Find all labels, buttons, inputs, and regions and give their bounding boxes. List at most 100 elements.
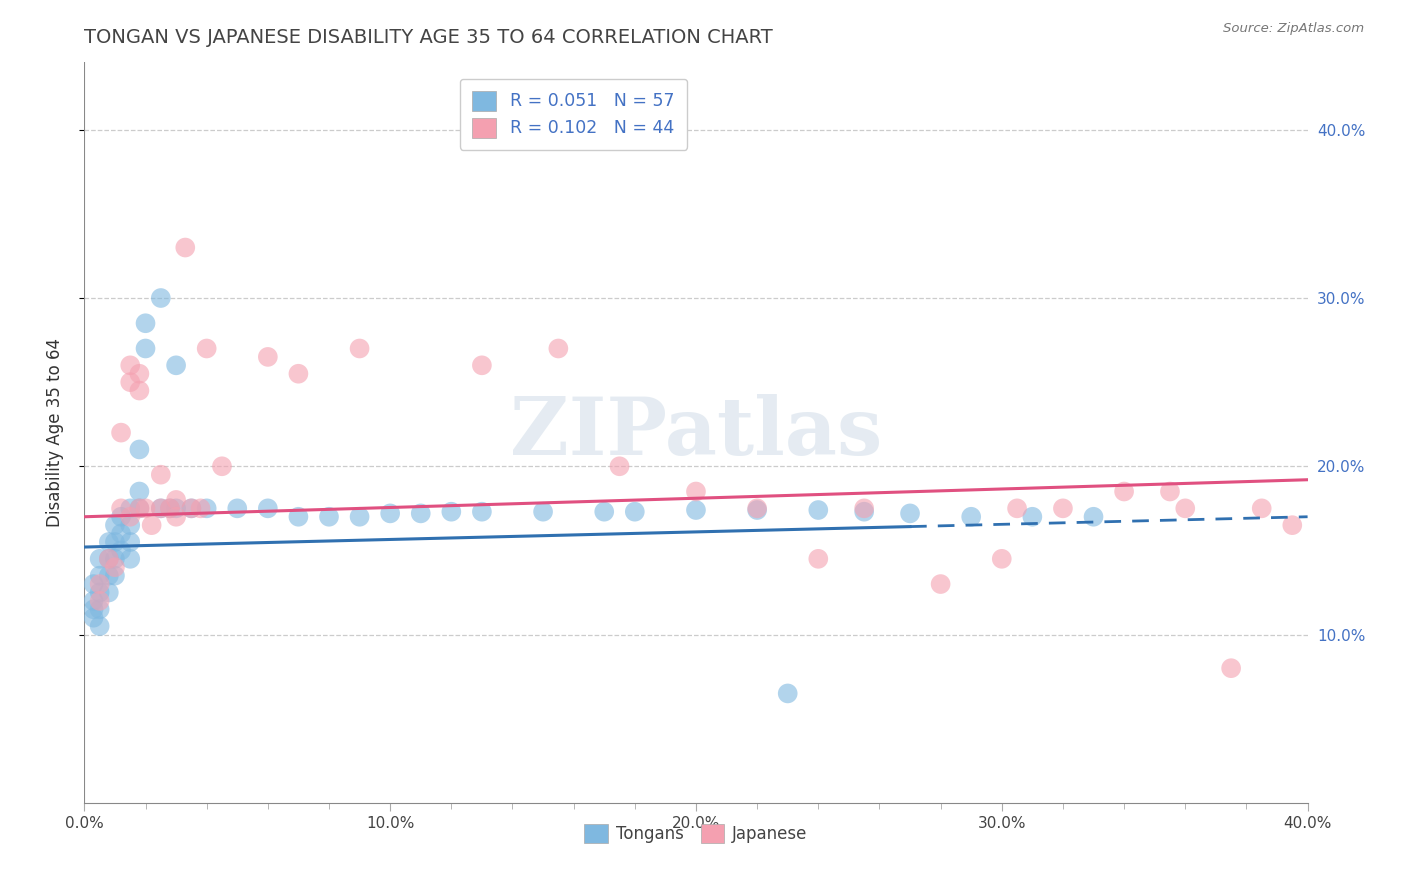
Point [120, 518, 142, 533]
Point [1220, 661, 1243, 675]
Point [104, 551, 127, 566]
Point [807, 551, 830, 566]
Point [97, 585, 120, 599]
Point [1021, 509, 1043, 524]
Point [471, 359, 494, 373]
Point [180, 501, 202, 516]
Point [593, 505, 616, 519]
Point [624, 505, 647, 519]
Point [165, 492, 187, 507]
Point [128, 501, 150, 516]
Point [807, 503, 830, 517]
Text: Source: ZipAtlas.com: Source: ZipAtlas.com [1223, 22, 1364, 36]
Point [174, 240, 197, 255]
Point [1281, 518, 1303, 533]
Point [853, 505, 876, 519]
Point [89, 577, 111, 591]
Point [89, 594, 111, 608]
Point [531, 505, 554, 519]
Point [929, 577, 952, 591]
Point [287, 509, 309, 524]
Point [180, 501, 202, 516]
Point [110, 509, 132, 524]
Point [83, 577, 105, 591]
Point [149, 467, 172, 482]
Point [120, 535, 142, 549]
Point [195, 501, 218, 516]
Point [135, 316, 157, 330]
Point [165, 501, 187, 516]
Point [89, 568, 111, 582]
Point [1250, 501, 1272, 516]
Point [1005, 501, 1028, 516]
Point [120, 551, 142, 566]
Point [159, 501, 181, 516]
Point [110, 526, 132, 541]
Point [89, 619, 111, 633]
Point [110, 543, 132, 558]
Point [257, 350, 280, 364]
Point [409, 507, 432, 521]
Point [89, 551, 111, 566]
Point [97, 551, 120, 566]
Point [149, 291, 172, 305]
Point [349, 509, 371, 524]
Point [89, 602, 111, 616]
Legend: Tongans, Japanese: Tongans, Japanese [578, 817, 814, 850]
Point [685, 484, 707, 499]
Point [149, 501, 172, 516]
Point [349, 342, 371, 356]
Point [83, 602, 105, 616]
Point [609, 459, 631, 474]
Point [685, 503, 707, 517]
Point [104, 560, 127, 574]
Point [83, 610, 105, 624]
Text: TONGAN VS JAPANESE DISABILITY AGE 35 TO 64 CORRELATION CHART: TONGAN VS JAPANESE DISABILITY AGE 35 TO … [84, 28, 773, 47]
Point [135, 342, 157, 356]
Point [141, 518, 163, 533]
Text: ZIPatlas: ZIPatlas [510, 393, 882, 472]
Point [898, 507, 921, 521]
Point [128, 367, 150, 381]
Point [97, 551, 120, 566]
Point [104, 518, 127, 533]
Point [1083, 509, 1105, 524]
Point [128, 501, 150, 516]
Point [165, 509, 187, 524]
Point [211, 459, 233, 474]
Point [1114, 484, 1136, 499]
Point [149, 501, 172, 516]
Point [747, 501, 769, 516]
Point [1052, 501, 1074, 516]
Point [991, 551, 1014, 566]
Point [110, 425, 132, 440]
Point [120, 501, 142, 516]
Point [195, 342, 218, 356]
Point [104, 535, 127, 549]
Point [1159, 484, 1181, 499]
Point [97, 535, 120, 549]
Point [159, 501, 181, 516]
Point [471, 505, 494, 519]
Point [120, 375, 142, 389]
Point [128, 484, 150, 499]
Point [83, 594, 105, 608]
Point [89, 585, 111, 599]
Point [747, 503, 769, 517]
Point [853, 501, 876, 516]
Point [110, 501, 132, 516]
Point [97, 568, 120, 582]
Point [547, 342, 569, 356]
Point [440, 505, 463, 519]
Point [190, 501, 212, 516]
Point [165, 359, 187, 373]
Point [318, 509, 340, 524]
Point [776, 686, 799, 700]
Point [135, 501, 157, 516]
Point [257, 501, 280, 516]
Point [380, 507, 402, 521]
Point [226, 501, 249, 516]
Point [1174, 501, 1197, 516]
Y-axis label: Disability Age 35 to 64: Disability Age 35 to 64 [45, 338, 63, 527]
Point [128, 384, 150, 398]
